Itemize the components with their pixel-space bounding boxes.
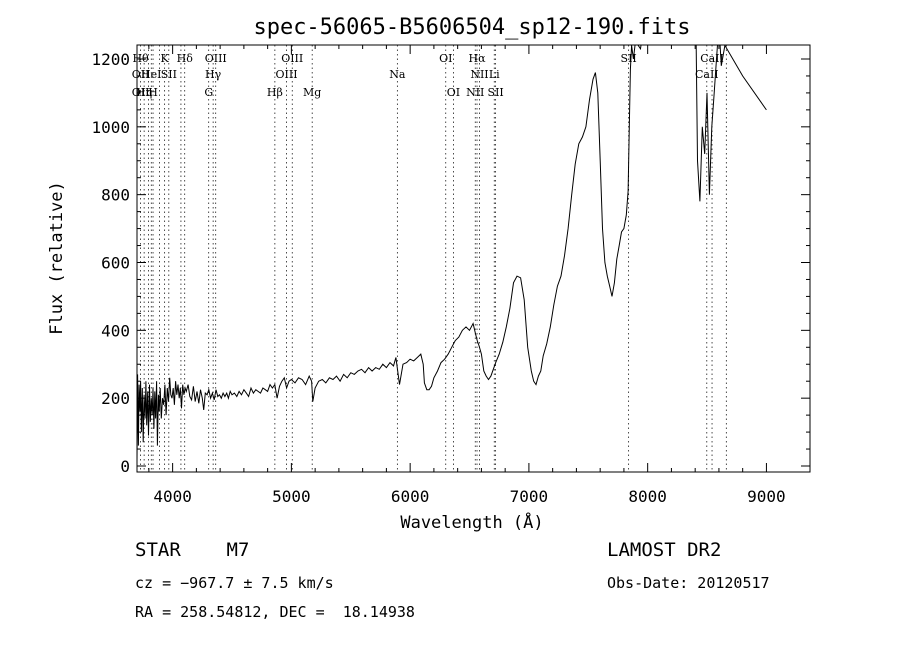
line-label: CaII	[700, 52, 724, 65]
y-axis-label: Flux (relative)	[47, 181, 67, 335]
line-label: G	[204, 86, 213, 99]
x-tick-label: 7000	[510, 487, 549, 506]
ra-dec-coordinates: RA = 258.54812, DEC = 18.14938	[135, 603, 415, 621]
y-tick-label: 0	[120, 457, 130, 476]
chart-title: spec-56065-B5606504_sp12-190.fits	[253, 15, 690, 40]
x-axis-label: Wavelength (Å)	[400, 511, 543, 533]
line-label: Hα	[468, 52, 486, 65]
observation-date: Obs-Date: 20120517	[607, 574, 770, 592]
survey-name: LAMOST DR2	[607, 539, 722, 561]
x-axis: 4000 5000 6000 7000 8000 9000	[148, 45, 786, 506]
line-label: K	[161, 52, 170, 65]
spectrum-layer	[137, 45, 767, 463]
y-tick-label: 800	[101, 186, 130, 205]
line-label: Hη	[136, 86, 152, 99]
line-label: SII	[161, 68, 177, 81]
line-label: NII	[466, 86, 484, 99]
line-label: Li	[489, 68, 500, 81]
x-tick-label: 9000	[747, 487, 786, 506]
plot-frame	[136, 44, 811, 473]
y-axis: 0 200 400 600 800 1000 1200	[91, 50, 810, 476]
line-label: OIII	[275, 68, 297, 81]
line-label: Mg	[303, 86, 321, 99]
spectral-class: STAR M7	[135, 539, 250, 561]
line-label: Hδ	[177, 52, 194, 65]
x-tick-label: 6000	[391, 487, 430, 506]
y-tick-label: 600	[101, 253, 130, 272]
y-tick-label: 200	[101, 389, 130, 408]
line-label: OII	[132, 68, 150, 81]
line-label: H	[148, 86, 158, 99]
y-tick-label: 1000	[91, 118, 130, 137]
line-label: Hβ	[267, 86, 283, 99]
line-labels: HθOIIOIIHηHeIHKSIIHδGHγOIIIHβOIIIOIIIMgN…	[132, 52, 724, 99]
redshift-cz: cz = −967.7 ± 7.5 km/s	[135, 574, 334, 592]
y-tick-label: 1200	[91, 50, 130, 69]
line-label: OIII	[205, 52, 227, 65]
x-tick-label: 5000	[272, 487, 311, 506]
line-label: OIII	[281, 52, 303, 65]
line-label: SII	[488, 86, 504, 99]
line-label: NII	[470, 68, 488, 81]
line-label: HeI	[141, 68, 161, 81]
line-markers	[140, 45, 727, 472]
line-label: OI	[447, 86, 460, 99]
x-tick-label: 8000	[628, 487, 667, 506]
x-tick-label: 4000	[153, 487, 192, 506]
spectrum-line	[137, 45, 767, 463]
y-tick-label: 400	[101, 321, 130, 340]
line-label: Hγ	[205, 68, 222, 81]
line-label: Na	[389, 68, 406, 81]
line-label: CaII	[695, 68, 719, 81]
line-label: OI	[439, 52, 452, 65]
